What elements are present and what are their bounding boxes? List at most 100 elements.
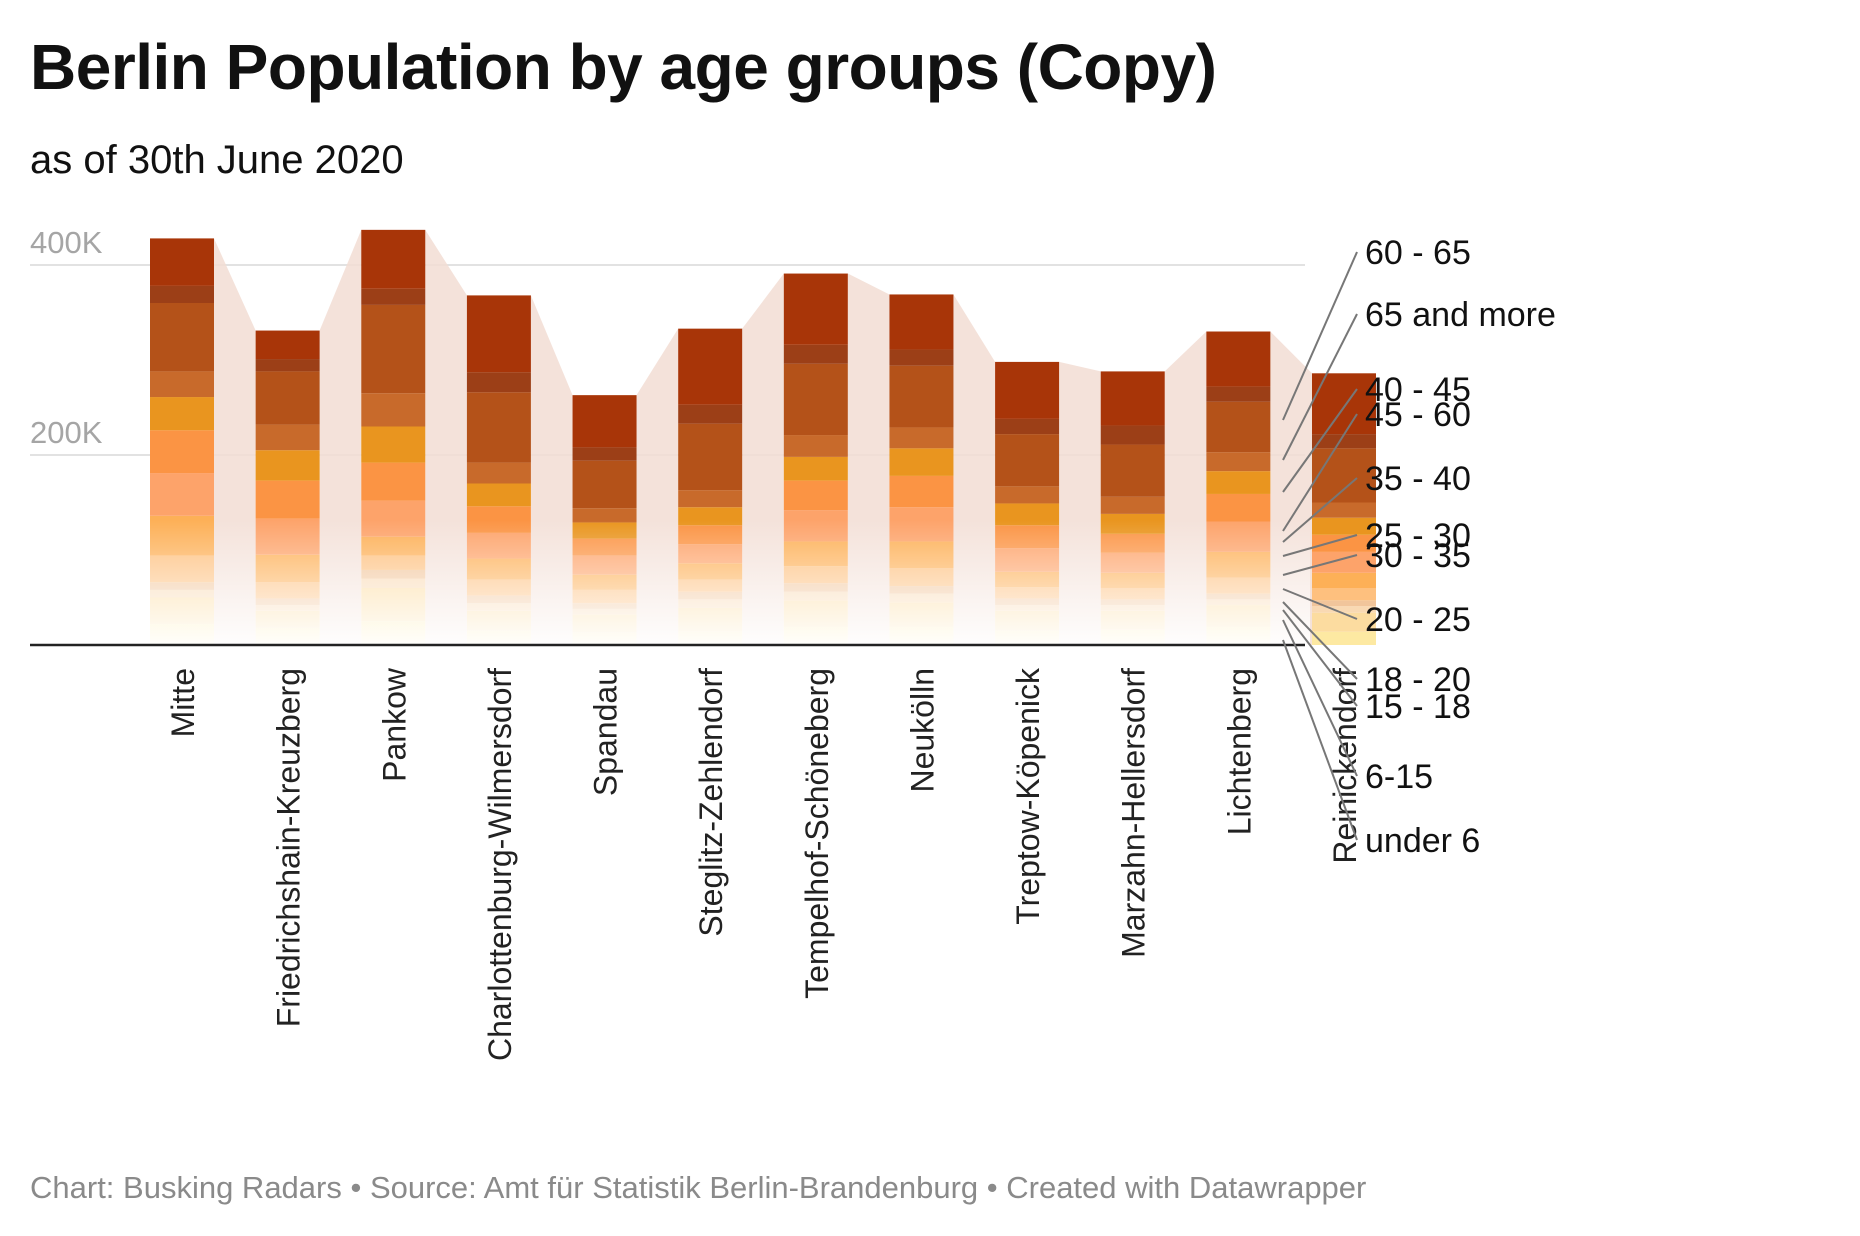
legend-label-20-25: 20 - 25 — [1365, 601, 1471, 639]
bar-mitte-40-45 — [150, 397, 214, 431]
x-tick-label-pankow: Pankow — [376, 667, 412, 782]
bar-reinickendorf-40-45 — [1312, 517, 1376, 535]
legend-label-under-6: under 6 — [1365, 822, 1480, 860]
bar-neuk-lln-35-40 — [889, 475, 954, 508]
bar-lichtenberg-top-segment — [1206, 331, 1271, 387]
legend-label-45-60: 45 - 60 — [1365, 396, 1471, 434]
legend-label-35-40: 35 - 40 — [1365, 460, 1471, 498]
bar-friedrichshain-kreuzberg-45-60 — [255, 424, 320, 451]
bar-tempelhof-sch-neberg-top-segment — [783, 273, 848, 345]
bar-marzahn-hellersdorf-60-65 — [1100, 425, 1165, 445]
bar-treptow-k-penick-45-60 — [995, 486, 1060, 504]
x-tick-label-mitte: Mitte — [165, 668, 201, 737]
x-tick-label-marzahn-hellersdorf: Marzahn-Hellersdorf — [1116, 668, 1152, 958]
legend-leader-6-15 — [1282, 619, 1358, 777]
chart-subtitle: as of 30th June 2020 — [30, 138, 404, 182]
legend-leader-60-65 — [1282, 251, 1358, 421]
bar-reinickendorf-30-35 — [1312, 551, 1376, 573]
bar-neuk-lln-40-45 — [889, 448, 954, 476]
bar-reinickendorf-under-6 — [1312, 631, 1376, 645]
legend-label-25-30: 25 - 30 — [1365, 517, 1471, 555]
x-tick-label-reinickendorf: Reinickendorf — [1327, 668, 1363, 864]
legend-label-60-65: 60 - 65 — [1365, 234, 1471, 272]
bar-reinickendorf-6-15 — [1312, 612, 1376, 632]
legend-leader-45-60 — [1282, 413, 1358, 532]
x-tick-label-friedrichshain-kreuzberg: Friedrichshain-Kreuzberg — [271, 668, 307, 1027]
bar-neuk-lln-top-segment — [889, 294, 954, 350]
bar-reinickendorf-18-20 — [1312, 600, 1376, 607]
x-tick-label-charlottenburg-wilmersdorf: Charlottenburg-Wilmersdorf — [482, 668, 518, 1061]
legend-leader-35-40 — [1282, 477, 1358, 543]
bar-marzahn-hellersdorf-65-and-more — [1100, 444, 1165, 497]
bar-lichtenberg-45-60 — [1206, 452, 1271, 472]
bar-spandau-top-segment — [572, 395, 637, 448]
axes: 200K 400K Mitte Friedrichshain-Kreuzberg Pan… — [30, 225, 1363, 1061]
bar-tempelhof-sch-neberg-60-65 — [783, 344, 848, 364]
bar-tempelhof-sch-neberg-40-45 — [783, 456, 848, 481]
bar-charlottenburg-wilmersdorf-60-65 — [466, 372, 531, 393]
bar-mitte-30-35 — [150, 473, 214, 516]
y-tick-label-400k: 400K — [30, 225, 103, 260]
bar-reinickendorf-45-60 — [1312, 502, 1376, 518]
bar-friedrichshain-kreuzberg-35-40 — [255, 480, 320, 519]
bar-friedrichshain-kreuzberg-40-45 — [255, 450, 320, 481]
legend-label-30-35: 30 - 35 — [1365, 537, 1471, 575]
bar-steglitz-zehlendorf-60-65 — [678, 404, 743, 424]
bar-charlottenburg-wilmersdorf-45-60 — [466, 462, 531, 484]
legend-leader-20-25 — [1282, 588, 1358, 620]
bar-mitte-65-and-more — [150, 303, 214, 372]
bottom-fade-overlay — [130, 520, 1310, 645]
bar-marzahn-hellersdorf-top-segment — [1100, 371, 1165, 426]
legend-label-15-18: 15 - 18 — [1365, 688, 1471, 726]
bar-spandau-60-65 — [572, 447, 637, 461]
bar-neuk-lln-45-60 — [889, 427, 954, 449]
legend-leader-65-and-more — [1282, 313, 1358, 461]
legend-leader-under-6 — [1282, 639, 1358, 841]
legend-leader-25-30 — [1282, 534, 1358, 557]
x-tick-label-treptow-k-penick: Treptow-Köpenick — [1010, 667, 1046, 925]
bar-spandau-45-60 — [572, 508, 637, 523]
legend-leader-18-20 — [1282, 601, 1358, 680]
bar-steglitz-zehlendorf-65-and-more — [678, 423, 743, 491]
bar-reinickendorf-60-65 — [1312, 434, 1376, 449]
legend-label-40-45: 40 - 45 — [1365, 371, 1471, 409]
bar-friedrichshain-kreuzberg-60-65 — [255, 359, 320, 372]
bar-reinickendorf-25-30 — [1312, 572, 1376, 588]
bar-spandau-65-and-more — [572, 460, 637, 509]
bar-tempelhof-sch-neberg-45-60 — [783, 435, 848, 457]
legend-label-6-15: 6-15 — [1365, 758, 1433, 796]
bar-marzahn-hellersdorf-45-60 — [1100, 496, 1165, 514]
bar-tempelhof-sch-neberg-65-and-more — [783, 363, 848, 436]
legend-label-65-and-more: 65 and more — [1365, 296, 1556, 334]
bar-charlottenburg-wilmersdorf-40-45 — [466, 483, 531, 507]
bar-steglitz-zehlendorf-top-segment — [678, 328, 743, 405]
bar-friedrichshain-kreuzberg-65-and-more — [255, 371, 320, 425]
bar-treptow-k-penick-top-segment — [995, 361, 1060, 419]
bar-pankow-35-40 — [361, 462, 426, 501]
legend-leader-40-45 — [1282, 388, 1358, 493]
legend-leader-30-35 — [1282, 554, 1358, 576]
bar-charlottenburg-wilmersdorf-65-and-more — [466, 392, 531, 463]
bar-treptow-k-penick-40-45 — [995, 503, 1060, 526]
x-tick-label-spandau: Spandau — [588, 668, 624, 796]
bar-lichtenberg-65-and-more — [1206, 401, 1271, 453]
bar-neuk-lln-60-65 — [889, 349, 954, 366]
bar-lichtenberg-35-40 — [1206, 493, 1271, 522]
legend-label-18-20: 18 - 20 — [1365, 661, 1471, 699]
bar-neuk-lln-65-and-more — [889, 365, 954, 428]
bar-mitte-35-40 — [150, 430, 214, 474]
x-tick-label-tempelhof-sch-neberg: Tempelhof-Schöneberg — [799, 668, 835, 999]
chart-title: Berlin Population by age groups (Copy) — [30, 31, 1217, 103]
bar-mitte-45-60 — [150, 371, 214, 398]
bar-steglitz-zehlendorf-45-60 — [678, 490, 743, 508]
bar-treptow-k-penick-65-and-more — [995, 434, 1060, 487]
bar-mitte-60-65 — [150, 285, 214, 303]
bar-pankow-60-65 — [361, 288, 426, 305]
bar-lichtenberg-60-65 — [1206, 386, 1271, 402]
x-tick-label-steglitz-zehlendorf: Steglitz-Zehlendorf — [693, 668, 729, 937]
bar-tempelhof-sch-neberg-35-40 — [783, 480, 848, 511]
bar-pankow-40-45 — [361, 426, 426, 463]
bar-reinickendorf-15-18 — [1312, 606, 1376, 613]
